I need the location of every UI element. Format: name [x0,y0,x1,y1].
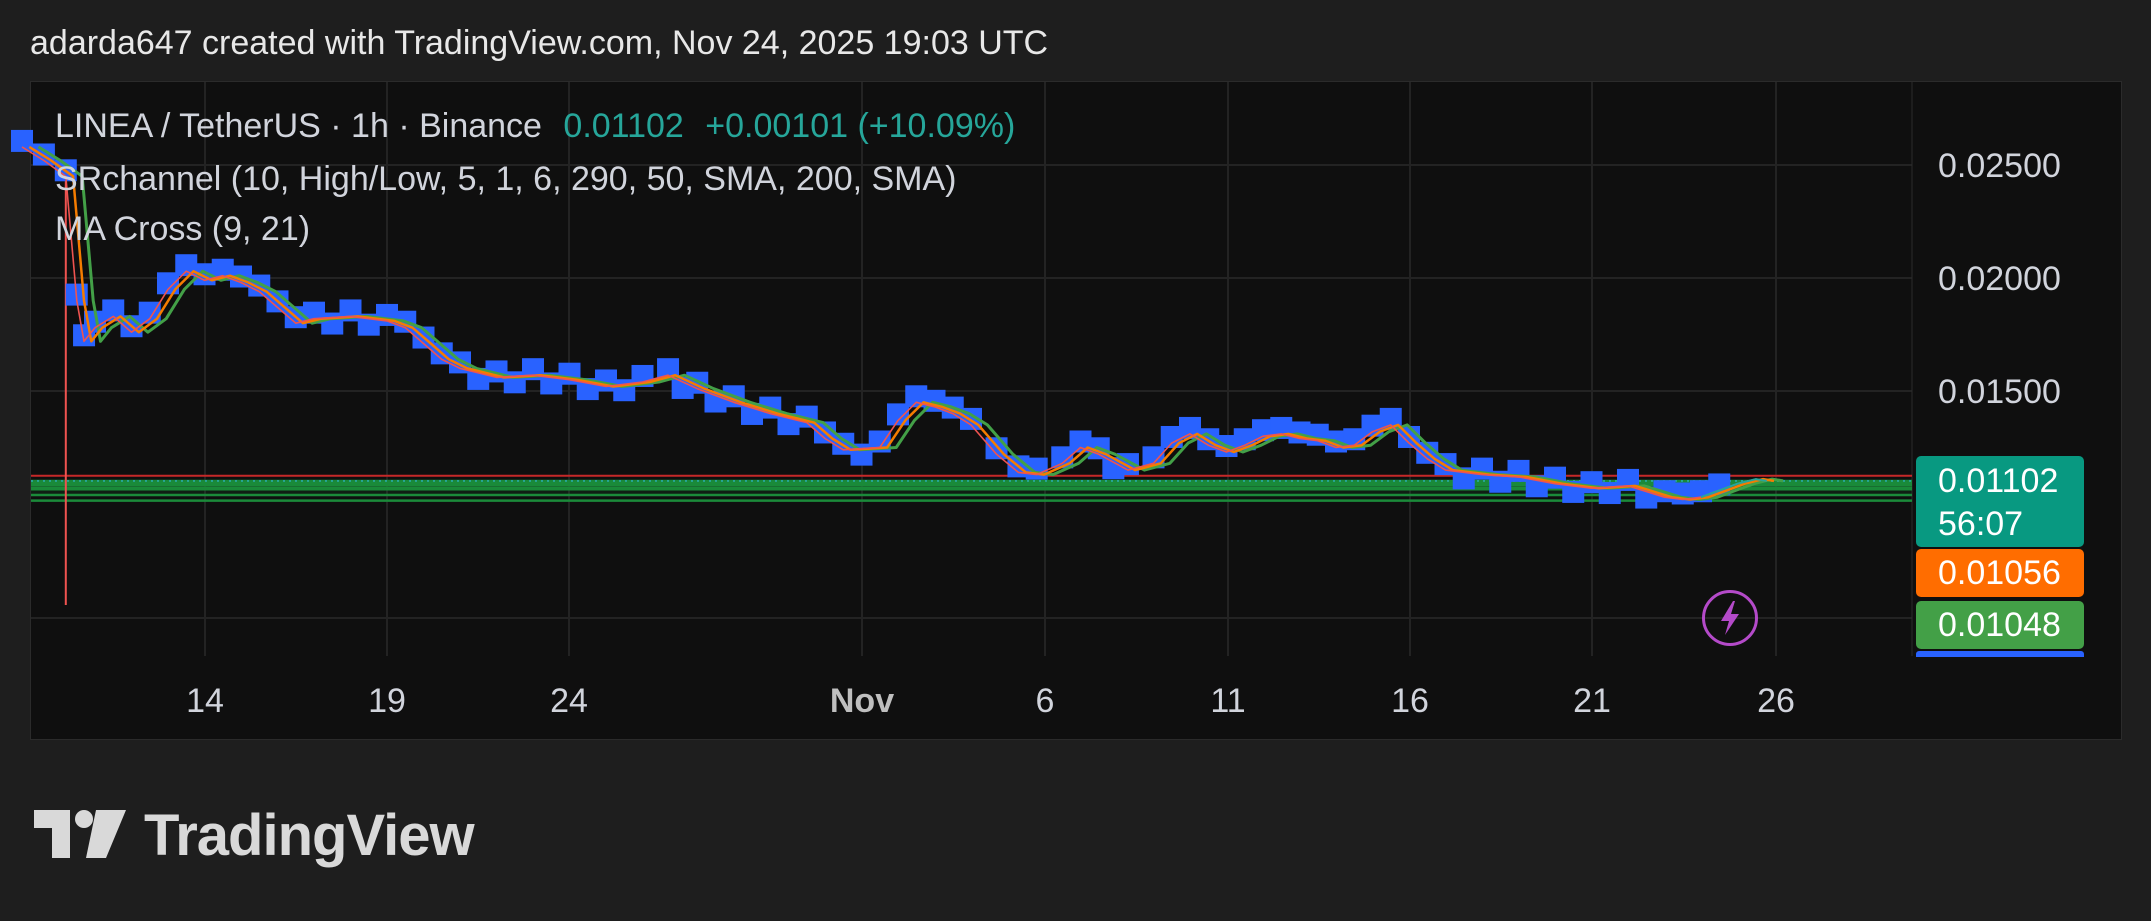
signal-marker [1361,414,1384,437]
x-tick-label: Nov [830,682,894,720]
tradingview-wordmark: TradingView [144,802,475,868]
last-price-tag-value: 0.01102 [1938,462,2059,500]
signal-marker [157,272,179,295]
chart-frame[interactable] [30,81,2122,740]
indicator-srchannel-label[interactable]: SRchannel (10, High/Low, 5, 1, 6, 290, 5… [55,160,957,198]
x-tick-label: 11 [1210,682,1245,720]
symbol-legend: LINEA / TetherUS · 1h · Binance 0.01102 … [55,107,1015,146]
x-tick-label: 21 [1573,682,1611,720]
signal-marker [102,299,125,322]
price-series-tail [1700,478,1767,499]
signal-marker [175,254,198,277]
header-caption: adarda647 created with TradingView.com, … [30,24,1049,62]
lightning-icon[interactable] [1702,590,1758,646]
signal-marker [11,129,33,152]
tradingview-logo: TradingView [34,800,475,870]
bar-countdown: 56:07 [1938,505,2024,543]
signal-marker [138,301,161,324]
ma-slow-line [37,145,1784,501]
price-tag-orange: 0.01056 [1916,549,2084,597]
y-tick-label: 0.02000 [1938,260,2061,298]
x-tick-label: 6 [1036,682,1055,720]
symbol-title[interactable]: LINEA / TetherUS · 1h · Binance [55,107,542,145]
last-price-value: 0.01102 [563,107,684,145]
signal-marker [905,385,928,408]
x-tick-label: 14 [186,682,224,720]
price-tag-blue-edge [1916,651,2084,657]
price-tag-green: 0.01048 [1916,601,2084,649]
indicator-macross-label[interactable]: MA Cross (9, 21) [55,210,311,248]
signal-marker [887,403,909,426]
y-tick-label: 0.02500 [1938,147,2061,185]
price-series-line [21,146,1767,501]
tradingview-mark-icon [34,810,126,858]
signal-marker [1160,425,1183,448]
price-change-value: +0.00101 (+10.09%) [705,107,1016,145]
x-tick-label: 24 [550,682,588,720]
x-tick-label: 16 [1391,682,1429,720]
x-tick-label: 26 [1757,682,1795,720]
last-price-tag: 0.01102 56:07 [1916,456,2084,547]
ma-fast-line [28,145,1775,501]
signal-marker [1069,430,1092,453]
sr-zone [31,480,1912,495]
y-tick-label: 0.01500 [1938,373,2061,411]
x-tick-label: 19 [368,682,406,720]
